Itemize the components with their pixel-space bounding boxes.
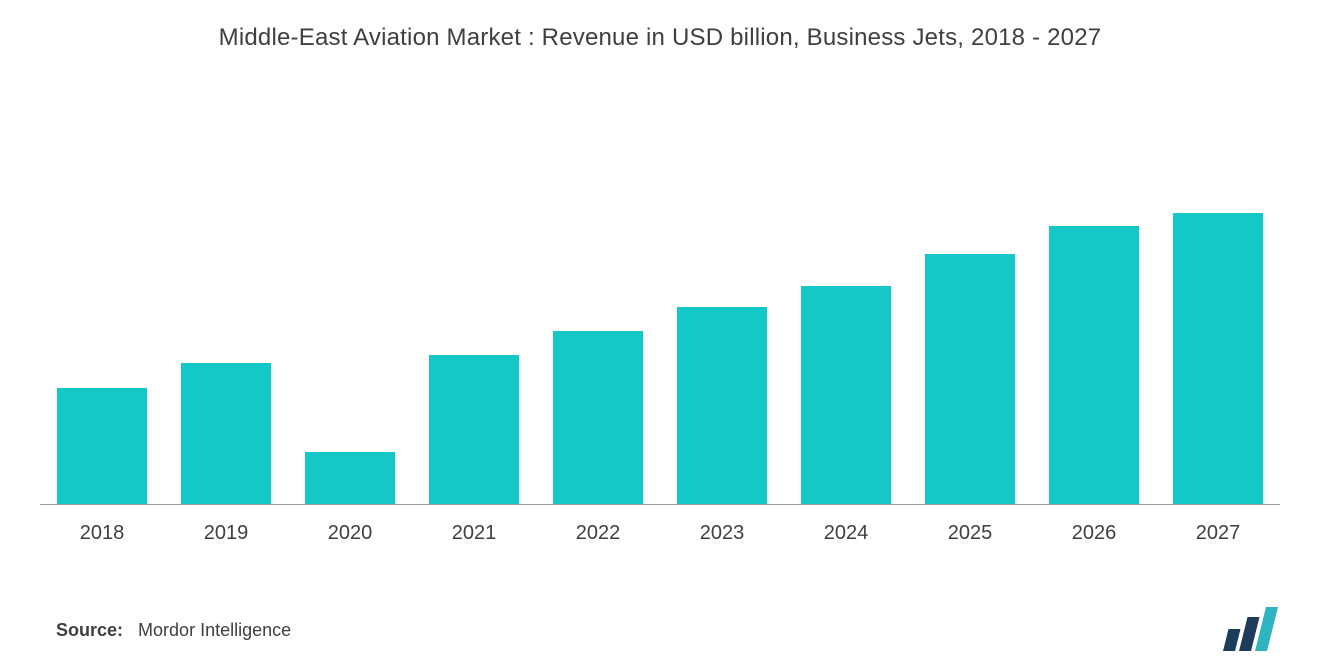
bar: [181, 363, 270, 505]
x-axis-label: 2023: [660, 522, 784, 545]
source-label: Source:: [56, 620, 123, 640]
bar-slot: [164, 100, 288, 505]
bar-slot: [288, 100, 412, 505]
x-axis-label: 2019: [164, 522, 288, 545]
x-axis-label: 2018: [40, 522, 164, 545]
x-axis-label: 2022: [536, 522, 660, 545]
x-axis-labels: 2018201920202021202220232024202520262027: [40, 522, 1280, 545]
bar: [57, 388, 146, 505]
bar-slot: [784, 100, 908, 505]
bar-slot: [908, 100, 1032, 505]
bar-slot: [536, 100, 660, 505]
bar: [677, 307, 766, 505]
bar: [429, 355, 518, 505]
x-axis-label: 2026: [1032, 522, 1156, 545]
x-axis-label: 2020: [288, 522, 412, 545]
bar-slot: [1156, 100, 1280, 505]
bars-group: [40, 100, 1280, 505]
bar: [305, 452, 394, 505]
bar: [1049, 226, 1138, 505]
x-axis-line: [40, 504, 1280, 505]
source-attribution: Source: Mordor Intelligence: [56, 620, 291, 641]
bar-slot: [660, 100, 784, 505]
bar-slot: [40, 100, 164, 505]
bar: [801, 286, 890, 505]
x-axis-label: 2024: [784, 522, 908, 545]
bar: [925, 254, 1014, 505]
x-axis-label: 2025: [908, 522, 1032, 545]
x-axis-label: 2021: [412, 522, 536, 545]
bar: [553, 331, 642, 505]
bar: [1173, 213, 1262, 505]
chart-container: { "chart": { "type": "bar", "title": "Mi…: [0, 0, 1320, 665]
bar-slot: [1032, 100, 1156, 505]
chart-title: Middle-East Aviation Market : Revenue in…: [0, 24, 1320, 52]
source-name: Mordor Intelligence: [138, 620, 291, 640]
bar-slot: [412, 100, 536, 505]
x-axis-label: 2027: [1156, 522, 1280, 545]
brand-logo-icon: [1220, 607, 1284, 651]
plot-area: [40, 100, 1280, 505]
